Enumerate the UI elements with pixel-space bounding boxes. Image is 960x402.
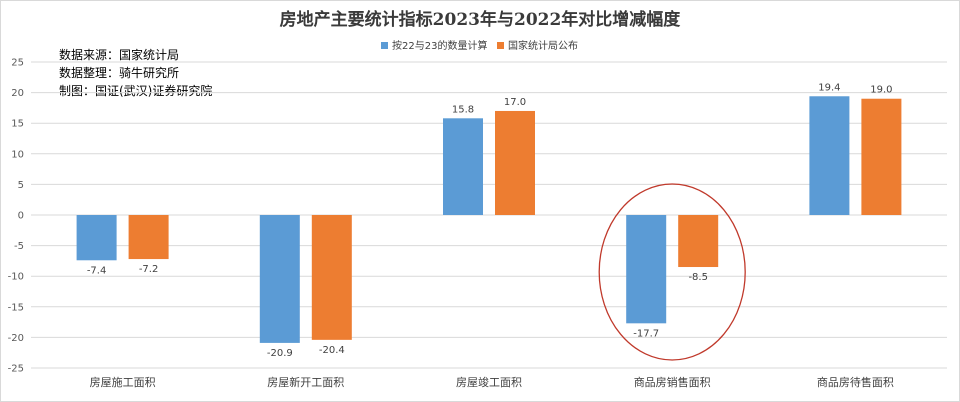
y-tick-label: -25 [8,364,24,375]
data-label: -7.4 [87,265,107,276]
data-label: 17.0 [504,97,526,108]
legend-swatch-series-2 [497,42,504,49]
data-label: -7.2 [139,264,159,275]
data-label: -8.5 [688,272,708,283]
y-tick-label: 10 [11,149,24,160]
category-label: 商品房销售面积 [634,375,711,389]
plot-area: 25 20 15 10 5 0 -5 -10 -15 -20 -25 -7.4 -7.2 房屋施工面积 -2… [8,58,947,389]
y-tick-label: 5 [18,180,24,191]
bar-1 [259,215,300,343]
data-label: 15.8 [452,104,474,115]
y-tick-label: 20 [11,88,24,99]
note-chart-maker: 制图：国证(武汉)证券研究院 [59,83,212,98]
bar-1 [443,118,483,215]
data-label: 19.4 [818,82,840,93]
y-tick-label: 0 [18,211,24,222]
legend-label-series-2: 国家统计局公布 [508,39,578,52]
legend-swatch-series-1 [381,42,388,49]
y-tick-label: -15 [8,302,24,313]
data-label: -17.7 [633,328,659,339]
highlight-ellipse [598,183,746,361]
data-label: -20.9 [267,348,293,359]
bar-1 [809,96,850,215]
source-notes: 数据来源：国家统计局 数据整理：骑牛研究所 制图：国证(武汉)证券研究院 [59,47,212,98]
bar-2 [311,215,352,340]
bar-1 [76,215,117,261]
chart-title: 房地产主要统计指标2023年与2022年对比增减幅度 [280,9,682,30]
y-tick-label: 25 [11,58,24,69]
y-tick-label: -20 [8,333,24,344]
category-label: 商品房待售面积 [817,375,894,389]
y-tick-label: 15 [11,119,24,130]
bar-2 [128,215,169,260]
bar-2 [678,215,719,268]
bar-2 [495,110,535,215]
note-data-arrangement: 数据整理：骑牛研究所 [59,65,179,80]
legend: 按22与23的数量计算 国家统计局公布 [381,39,578,52]
data-label: -20.4 [319,345,345,356]
y-tick-label: -10 [8,272,24,283]
note-data-source: 数据来源：国家统计局 [59,47,179,62]
category-label: 房屋新开工面积 [267,375,344,389]
y-tick-label: -5 [14,241,24,252]
category-label: 房屋施工面积 [90,376,156,389]
category-label: 房屋竣工面积 [456,375,522,389]
data-label: 19.0 [870,85,892,96]
bar-2 [861,98,902,215]
legend-label-series-1: 按22与23的数量计算 [392,39,487,52]
bar-1 [626,215,667,324]
